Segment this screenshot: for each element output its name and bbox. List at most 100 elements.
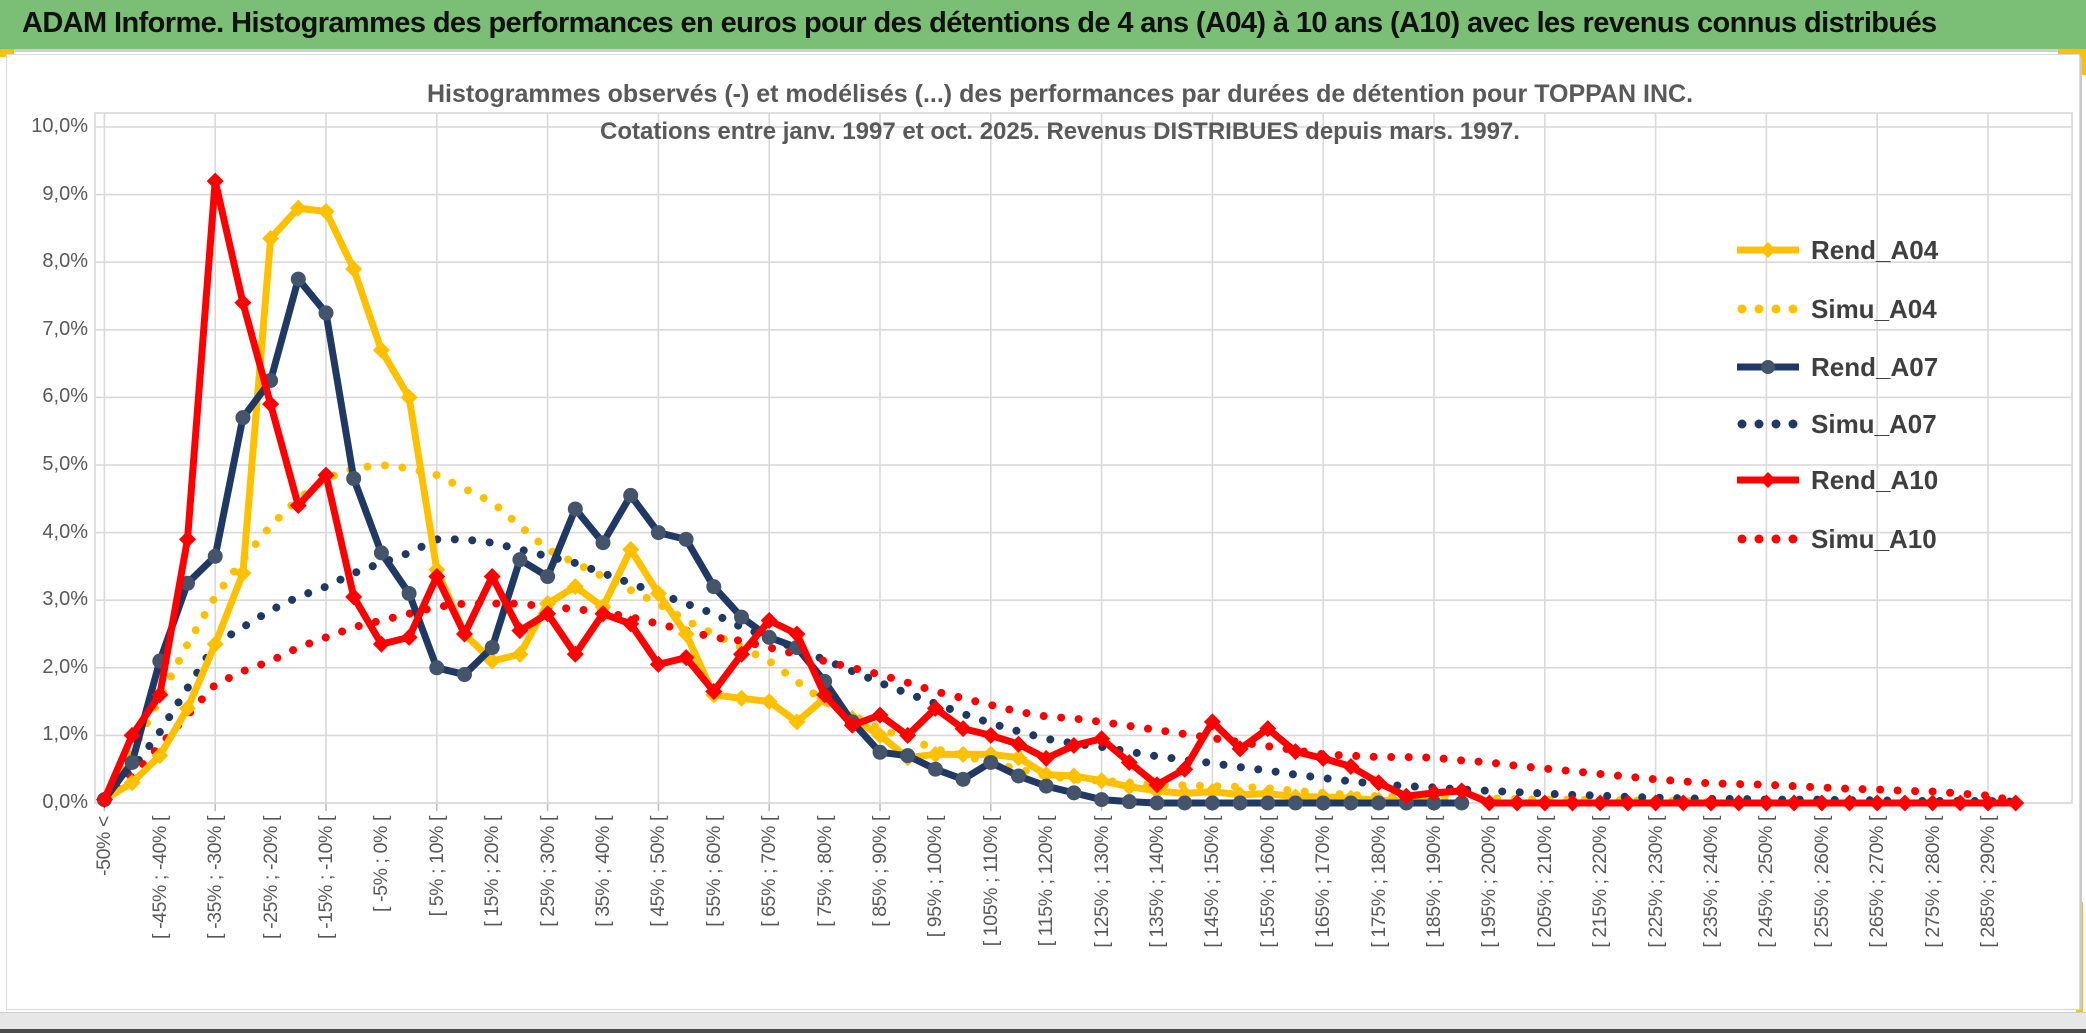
marker-Rend_A10	[1120, 753, 1138, 771]
marker-Rend_A07	[927, 761, 943, 777]
marker-Rend_A10	[1010, 735, 1027, 753]
marker-Rend_A04	[400, 388, 418, 406]
y-axis-label: 6,0%	[42, 385, 88, 408]
marker-Rend_A07	[983, 754, 999, 770]
marker-Rend_A10	[1037, 749, 1055, 767]
marker-Rend_A10	[843, 716, 861, 734]
marker-Rend_A10	[1093, 730, 1111, 748]
x-axis-label: [ 145% ; 150% [	[1201, 816, 1224, 948]
marker-Rend_A04	[954, 745, 972, 763]
legend-dots-icon	[1737, 534, 1798, 544]
marker-Rend_A10	[151, 686, 169, 704]
marker-Rend_A10	[1979, 794, 1997, 812]
marker-Rend_A10	[1564, 794, 1581, 812]
x-axis-label: [ -25% ; -20% [	[259, 816, 282, 939]
marker-Rend_A10	[400, 628, 418, 646]
marker-Rend_A04	[151, 747, 169, 765]
x-axis-label: [ 35% ; 40% [	[592, 816, 614, 927]
marker-Rend_A07	[207, 548, 223, 564]
marker-Rend_A04	[345, 260, 363, 278]
selection-accent-right-corner	[2078, 55, 2086, 75]
y-axis-label: 7,0%	[42, 317, 88, 340]
x-axis-label: [ 45% ; 50% [	[647, 816, 670, 927]
marker-Rend_A07	[484, 640, 500, 656]
marker-Rend_A10	[1591, 794, 1609, 812]
series-Simu_A07	[100, 535, 2020, 806]
marker-Rend_A10	[179, 530, 196, 548]
marker-Rend_A10	[206, 172, 224, 190]
marker-Rend_A07	[1011, 768, 1026, 784]
marker-Rend_A10	[1342, 757, 1360, 775]
marker-Rend_A10	[456, 625, 473, 643]
legend-label: Rend_A07	[1811, 351, 1939, 382]
y-axis-label: 10,0%	[31, 115, 88, 137]
marker-Rend_A07	[1232, 795, 1248, 811]
marker-Rend_A07	[1426, 795, 1442, 811]
series-Rend_A10	[101, 177, 2016, 807]
marker-Rend_A10	[982, 726, 1000, 744]
marker-Rend_A10	[95, 791, 113, 809]
marker-Rend_A10	[649, 655, 667, 673]
window-bottom-edge	[0, 1029, 2086, 1033]
marker-Rend_A07	[1038, 778, 1054, 794]
marker-Rend_A07	[290, 271, 306, 287]
y-axis-label: 1,0%	[42, 723, 88, 746]
marker-Rend_A10	[1896, 794, 1914, 812]
x-axis-label: [ 245% ; 250% [	[1755, 816, 1778, 948]
marker-Rend_A07	[1371, 795, 1387, 811]
marker-Rend_A10	[428, 568, 446, 586]
marker-Rend_A10	[1536, 794, 1554, 812]
marker-Rend_A07	[373, 545, 389, 561]
marker-Rend_A10	[1231, 740, 1249, 758]
x-axis-label: [ 185% ; 190% [	[1423, 816, 1445, 948]
marker-Rend_A10	[262, 395, 280, 413]
legend-item-Rend_A10[interactable]: Rend_A10	[1735, 463, 1938, 497]
marker-Rend_A10	[1730, 794, 1748, 812]
y-axis-label: 8,0%	[42, 250, 88, 273]
legend-item-Simu_A04[interactable]: Simu_A04	[1735, 292, 1937, 326]
marker-Rend_A10	[760, 611, 778, 629]
marker-Rend_A10	[899, 726, 917, 744]
chart-title: Histogrammes observés (-) et modélisés (…	[426, 80, 1694, 108]
marker-Rend_A04	[1120, 778, 1138, 796]
marker-Rend_A10	[1065, 737, 1083, 755]
y-axis-label: 0,0%	[42, 791, 88, 813]
marker-Rend_A07	[429, 660, 445, 676]
marker-Rend_A10	[1397, 787, 1415, 805]
marker-Rend_A07	[1315, 795, 1331, 811]
marker-Rend_A04	[1093, 772, 1111, 790]
marker-Rend_A07	[1149, 795, 1165, 811]
marker-Rend_A10	[1841, 794, 1858, 812]
marker-Rend_A04	[1203, 783, 1221, 801]
legend-item-Rend_A04[interactable]: Rend_A04	[1735, 233, 1938, 267]
marker-Rend_A10	[788, 625, 806, 643]
marker-Rend_A10	[1702, 794, 1720, 812]
marker-Rend_A07	[346, 471, 362, 487]
y-axis-label: 5,0%	[42, 453, 88, 475]
marker-Rend_A07	[1177, 795, 1193, 811]
x-axis-label: [ 65% ; 70% [	[758, 816, 781, 927]
marker-Rend_A10	[483, 568, 501, 586]
marker-Rend_A10	[871, 706, 889, 724]
legend-item-Simu_A07[interactable]: Simu_A07	[1735, 407, 1937, 441]
x-axis-label: [ 155% ; 160% [	[1256, 816, 1279, 948]
marker-Rend_A04	[511, 645, 529, 663]
marker-Rend_A07	[512, 552, 528, 568]
marker-Rend_A07	[955, 771, 971, 787]
marker-Rend_A04	[206, 635, 224, 653]
marker-Rend_A04	[123, 774, 141, 792]
x-axis-label: [ 85% ; 90% [	[869, 816, 891, 927]
marker-Rend_A04	[649, 584, 667, 602]
selection-accent-top-left	[0, 49, 14, 57]
marker-Rend_A10	[1176, 760, 1194, 778]
legend-label: Rend_A04	[1811, 234, 1939, 265]
marker-Rend_A10	[566, 645, 584, 663]
legend-item-Rend_A07[interactable]: Rend_A07	[1735, 350, 1938, 384]
x-axis-label: [ -45% ; -40% [	[148, 816, 171, 939]
marker-Rend_A07	[567, 501, 583, 517]
marker-Rend_A07	[1454, 795, 1470, 811]
header-bar: ADAM Informe. Histogrammes des performan…	[0, 0, 2086, 49]
marker-Rend_A10	[594, 605, 612, 623]
legend-item-Simu_A10[interactable]: Simu_A10	[1735, 522, 1937, 556]
